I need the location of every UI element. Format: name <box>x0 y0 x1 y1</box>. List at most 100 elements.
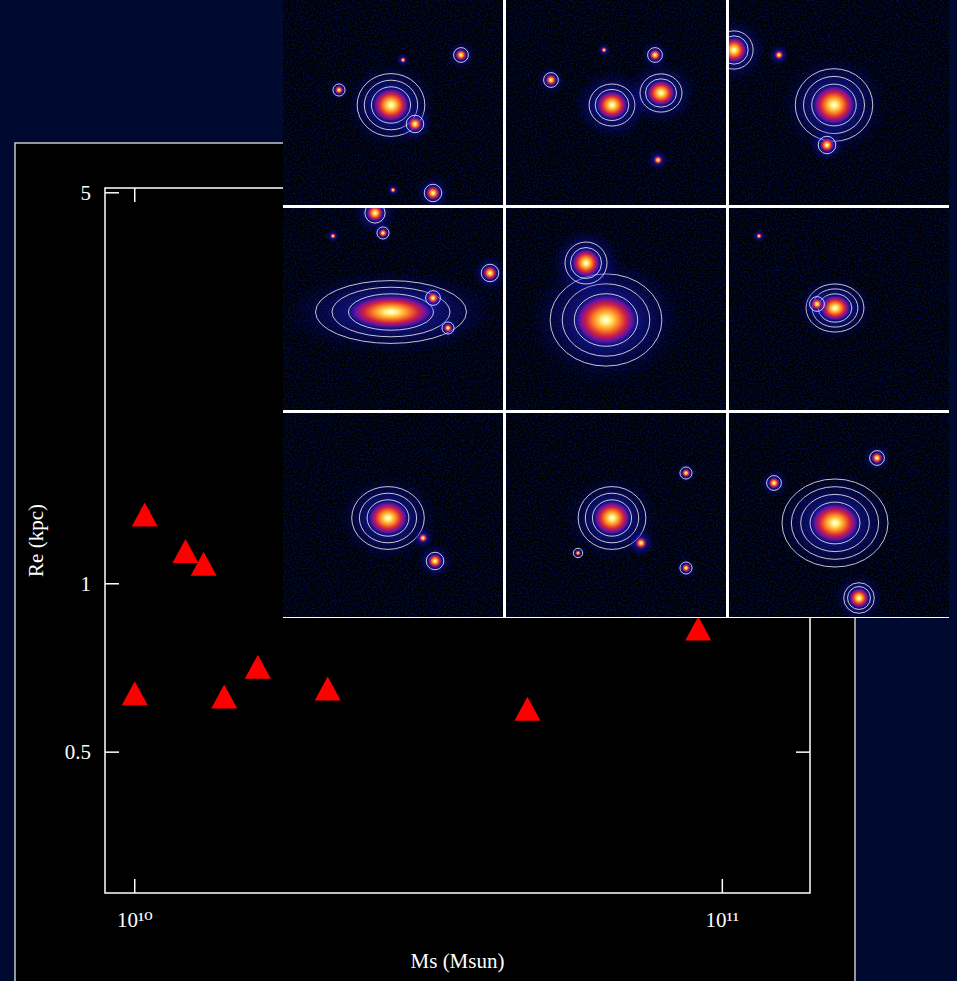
contour <box>316 281 467 344</box>
galaxy-halo <box>803 290 831 318</box>
contour <box>424 184 442 202</box>
cell-noise <box>283 413 503 617</box>
cell-background <box>283 208 503 410</box>
contour <box>406 115 424 133</box>
cell-noise <box>729 0 949 205</box>
cell-background <box>283 0 503 205</box>
cell-noise <box>283 0 503 205</box>
point <box>685 616 711 640</box>
galaxy-core <box>654 156 662 164</box>
contour <box>454 48 469 63</box>
cell-noise <box>506 0 726 205</box>
galaxy-halo <box>782 56 887 154</box>
galaxy-core <box>775 51 783 59</box>
galaxy-halo <box>419 284 447 312</box>
galaxy-halo <box>339 476 437 560</box>
galaxy-halo <box>373 223 394 244</box>
galaxy-core <box>820 138 834 152</box>
contour <box>377 227 389 239</box>
y-tick <box>105 192 119 194</box>
galaxy-core <box>871 452 882 463</box>
galaxy-halo <box>386 183 400 197</box>
galaxy-core <box>367 208 384 221</box>
galaxy-halo <box>447 41 475 69</box>
galaxy-core <box>572 249 600 277</box>
chart-root: 10¹⁰10¹¹510.5Ms (Msun)Re (kpc) <box>0 0 957 981</box>
galaxy-core <box>768 477 779 488</box>
galaxy-cell <box>283 0 503 205</box>
galaxy-halo <box>326 229 340 243</box>
contour <box>592 500 631 536</box>
contour <box>426 291 441 306</box>
galaxy-halo <box>729 19 766 82</box>
mosaic-frame <box>283 0 949 618</box>
galaxy-core <box>379 229 387 237</box>
galaxy-cell <box>506 413 726 617</box>
contour <box>481 264 499 282</box>
x-tick <box>722 879 724 893</box>
galaxy-core <box>682 469 690 477</box>
galaxy-cell <box>506 208 726 410</box>
galaxy-core <box>594 501 630 535</box>
galaxy-core <box>330 233 336 239</box>
point <box>315 676 341 700</box>
cell-noise <box>506 413 726 617</box>
galaxy-core <box>428 554 442 568</box>
contour <box>365 208 385 223</box>
contour <box>767 476 782 491</box>
cell-background <box>283 413 503 617</box>
galaxy-halo <box>648 150 669 171</box>
y-tick-right <box>796 751 810 753</box>
contour <box>648 48 663 63</box>
contour <box>848 587 871 610</box>
galaxy-core <box>849 588 869 608</box>
galaxy-halo <box>769 45 790 66</box>
galaxy-core <box>682 564 690 572</box>
galaxy-halo <box>797 277 874 340</box>
plot-frame <box>105 188 810 893</box>
point <box>132 502 158 526</box>
galaxy-halo <box>676 558 697 579</box>
galaxy-core <box>419 534 427 542</box>
image-mosaic <box>283 0 949 623</box>
galaxy-halo <box>418 544 453 579</box>
contour <box>359 493 416 543</box>
galaxy-halo <box>597 43 611 57</box>
point <box>191 552 217 576</box>
galaxy-halo <box>473 256 504 291</box>
galaxy-core <box>811 298 822 309</box>
galaxy-halo <box>438 318 459 339</box>
galaxy-halo <box>398 107 433 142</box>
galaxy-cell <box>729 208 949 410</box>
point <box>211 684 237 708</box>
galaxy-core <box>545 74 556 85</box>
galaxy-core <box>597 91 628 119</box>
galaxy-core <box>647 80 675 105</box>
galaxy-cell <box>729 413 949 617</box>
contour <box>729 31 753 69</box>
galaxy-halo <box>551 228 621 298</box>
galaxy-core <box>813 85 855 124</box>
contour <box>810 502 860 544</box>
x-tick-top <box>134 188 136 202</box>
galaxy-halo <box>571 546 585 560</box>
cell-noise <box>506 208 726 410</box>
galaxy-cell <box>506 0 726 205</box>
galaxy-halo <box>346 63 437 147</box>
galaxy-core <box>729 37 747 62</box>
galaxy-halo <box>776 474 895 572</box>
galaxy-halo <box>863 444 891 472</box>
y-tick-label: 5 <box>81 181 92 205</box>
galaxy-cell <box>283 208 503 410</box>
galaxy-core <box>756 233 762 239</box>
contour <box>810 297 825 312</box>
contour <box>729 36 748 64</box>
y-tick <box>105 583 119 585</box>
galaxy-halo <box>810 128 845 163</box>
galaxy-core <box>483 266 497 280</box>
galaxy-halo <box>760 469 788 497</box>
contour <box>565 242 607 284</box>
galaxy-halo <box>835 574 884 618</box>
galaxy-core <box>649 49 660 60</box>
point <box>172 539 198 563</box>
